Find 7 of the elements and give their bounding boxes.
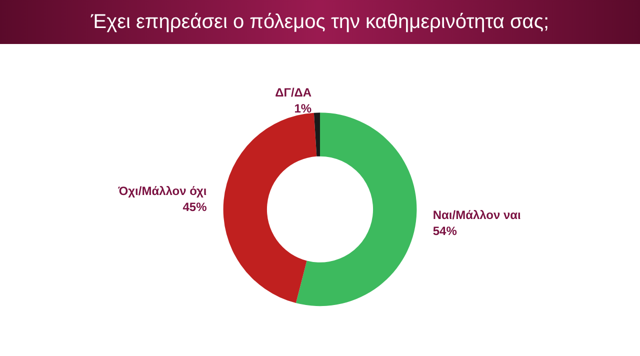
data-label: 45% [182,200,208,214]
slice-label: ΔΓ/ΔΑ [275,86,312,100]
slice-label: Όχι/Μάλλον όχι [117,184,207,198]
data-label: 54% [432,224,458,238]
data-label: 1% [294,102,312,116]
slice-label: Ναι/Μάλλον ναι [432,208,521,222]
chart-title: Έχει επηρεάσει ο πόλεμος την καθημερινότητα σας; [0,0,640,44]
